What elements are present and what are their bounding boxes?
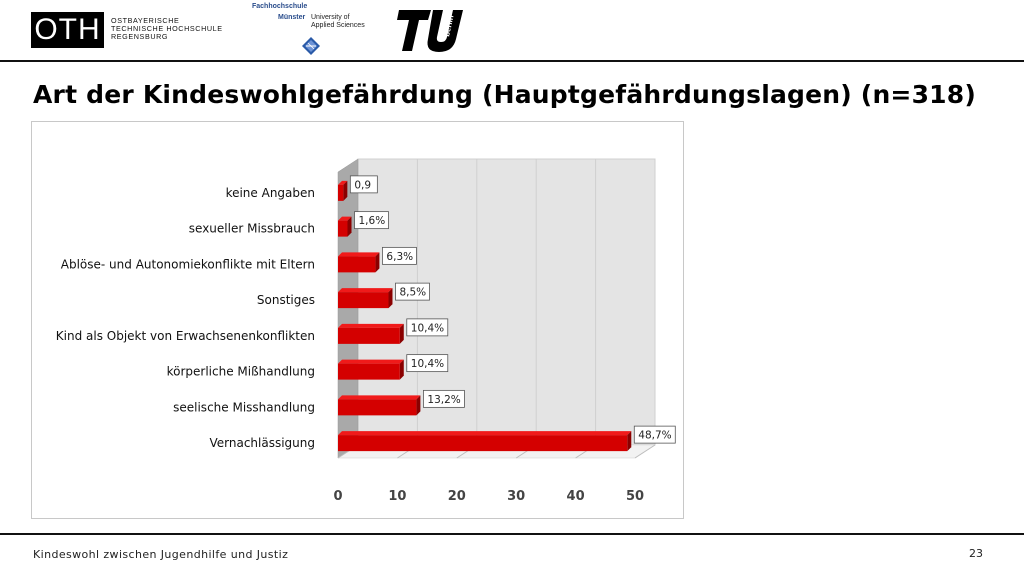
oth-line-2: TECHNISCHE HOCHSCHULE — [111, 24, 223, 34]
fh-line-2: Münster — [278, 14, 306, 21]
bar — [338, 292, 389, 309]
category-label: keine Angaben — [226, 186, 315, 200]
category-label: Sonstiges — [257, 293, 315, 307]
data-label: 48,7% — [638, 430, 671, 442]
page-number: 23 — [969, 547, 983, 560]
data-label-box — [633, 425, 676, 444]
fh-uni-text: University of Applied Sciences — [311, 14, 365, 30]
bar-top-face — [338, 180, 348, 185]
bar-chart: keine Angaben 0,9 sexueller Missbrauch 1,6%… — [56, 158, 676, 504]
bar — [338, 184, 344, 201]
fh-emblem-icon — [302, 37, 320, 55]
category-label: sexueller Missbrauch — [189, 222, 315, 236]
header-divider — [0, 60, 1024, 62]
tu-berlin-logo: berlin — [397, 10, 463, 52]
fh-muenster-logo: Fachhochschule Münster University of App… — [252, 3, 372, 57]
data-label: 10,4% — [411, 358, 444, 370]
data-label: 1,6% — [359, 215, 386, 227]
data-label: 13,2% — [427, 394, 460, 406]
data-label-box — [382, 246, 417, 265]
category-label: körperliche Mißhandlung — [167, 365, 315, 379]
category-label: Kind als Objekt von Erwachsenenkonflikte… — [56, 329, 315, 343]
fh-line-1: Fachhochschule — [252, 3, 308, 10]
bar — [338, 435, 628, 452]
fh-uni-line-1: University of — [311, 14, 350, 21]
fh-uni-line-2: Applied Sciences — [311, 22, 365, 29]
tu-logo-text: berlin — [442, 14, 455, 37]
data-label: 10,4% — [411, 322, 444, 334]
data-label: 6,3% — [386, 251, 413, 263]
bar-top-face — [338, 288, 393, 293]
x-tick-label: 10 — [388, 489, 406, 504]
chart-frame: keine Angaben 0,9 sexueller Missbrauch 1,6%… — [31, 121, 684, 519]
bar-end-face — [388, 288, 393, 309]
oth-line-3: REGENSBURG — [111, 32, 169, 42]
x-tick-label: 40 — [567, 489, 585, 504]
bar-top-face — [338, 359, 404, 364]
data-label: 8,5% — [399, 287, 426, 299]
floor-gridline — [634, 444, 656, 459]
bar-top-face — [338, 431, 632, 436]
bar-top-face — [338, 323, 404, 328]
oth-logo: OTH OSTBAYERISCHE TECHNISCHE HOCHSCHULE … — [31, 12, 236, 48]
bar-end-face — [399, 359, 404, 380]
bar-end-face — [399, 323, 404, 344]
bar-end-face — [343, 180, 348, 201]
bar-end-face — [347, 216, 352, 237]
bar — [338, 327, 400, 344]
bar-top-face — [338, 216, 352, 221]
bar — [338, 220, 348, 237]
data-label-box — [349, 175, 378, 194]
oth-line-1: OSTBAYERISCHE — [111, 16, 180, 25]
footer-divider — [0, 533, 1024, 535]
x-tick-label: 0 — [333, 489, 342, 504]
data-label-box — [406, 354, 449, 373]
oth-logo-text: OSTBAYERISCHE TECHNISCHE HOCHSCHULE REGE… — [111, 16, 223, 42]
bar-end-face — [627, 431, 632, 452]
bar-top-face — [338, 395, 421, 400]
data-label-box — [354, 211, 389, 230]
x-tick-label: 30 — [507, 489, 525, 504]
bar — [338, 363, 400, 380]
bar-top-face — [338, 252, 380, 257]
data-label-box — [395, 282, 430, 301]
category-label: seelische Misshandlung — [173, 400, 315, 414]
data-label: 0,9 — [354, 179, 371, 191]
x-tick-label: 20 — [448, 489, 466, 504]
data-label-box — [406, 318, 449, 337]
category-label: Ablöse- und Autonomiekonflikte mit Elter… — [61, 257, 315, 271]
bar-end-face — [416, 395, 421, 416]
bar — [338, 256, 376, 273]
x-tick-label: 50 — [626, 489, 644, 504]
oth-logo-mark: OTH — [31, 12, 104, 48]
footer-text: Kindeswohl zwischen Jugendhilfe und Just… — [33, 548, 289, 561]
bar-end-face — [375, 252, 380, 273]
data-label-box — [423, 389, 465, 408]
category-label: Vernachlässigung — [209, 436, 315, 450]
bar — [338, 399, 417, 416]
slide-title: Art der Kindeswohlgefährdung (Hauptgefäh… — [33, 80, 976, 109]
